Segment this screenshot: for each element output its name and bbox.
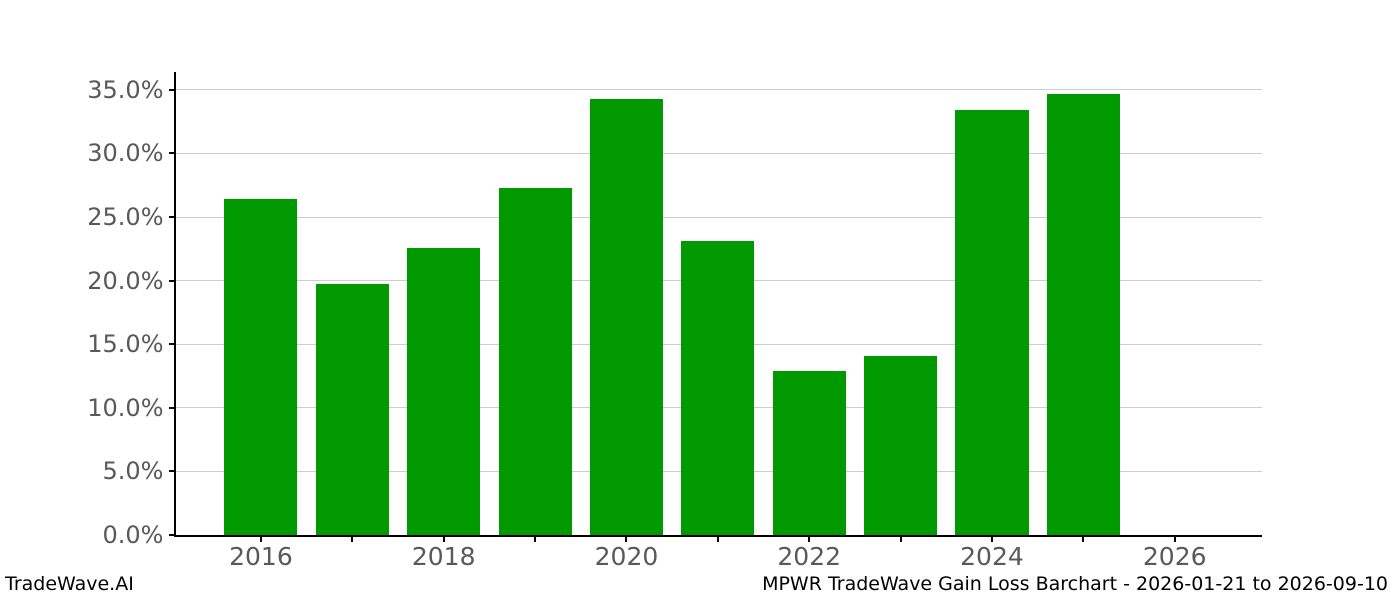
bar-2020 xyxy=(589,98,663,535)
y-tick-mark xyxy=(168,534,176,536)
y-tick-label: 20.0% xyxy=(87,266,164,295)
x-tick-label-2026: 2026 xyxy=(1142,542,1207,571)
y-tick-label: 15.0% xyxy=(87,330,164,359)
x-tick-mark xyxy=(716,536,719,542)
y-tick-mark xyxy=(168,88,176,91)
x-tick-label-2018: 2018 xyxy=(411,542,476,571)
x-tick-label-2022: 2022 xyxy=(777,542,842,571)
y-tick-label: 10.0% xyxy=(87,393,164,422)
bar-2023 xyxy=(864,355,938,535)
y-tick-mark xyxy=(168,470,176,473)
y-tick-label: 5.0% xyxy=(102,457,164,486)
bar-2016 xyxy=(224,199,298,535)
x-axis-spine xyxy=(174,535,1262,537)
x-tick-mark xyxy=(534,536,537,542)
y-tick-label: 35.0% xyxy=(87,75,164,104)
y-gridline xyxy=(175,216,1262,218)
y-tick-mark xyxy=(168,406,176,409)
x-tick-label-2020: 2020 xyxy=(594,542,659,571)
x-tick-mark xyxy=(351,536,354,542)
y-tick-mark xyxy=(168,216,176,218)
y-tick-label: 0.0% xyxy=(102,521,164,549)
brand-label: TradeWave.AI xyxy=(5,573,134,595)
x-tick-mark xyxy=(1082,536,1085,542)
y-tick-label: 25.0% xyxy=(87,203,164,231)
x-tick-label-2024: 2024 xyxy=(960,542,1024,571)
x-tick-mark xyxy=(1173,536,1176,542)
x-tick-mark xyxy=(990,536,993,542)
chart-caption: MPWR TradeWave Gain Loss Barchart - 2026… xyxy=(762,573,1388,595)
bar-2021 xyxy=(681,241,755,535)
y-tick-mark xyxy=(168,152,176,155)
bar-2025 xyxy=(1046,93,1120,535)
bar-2022 xyxy=(772,370,846,535)
bar-2017 xyxy=(315,284,389,535)
x-tick-mark xyxy=(625,536,628,542)
x-tick-mark xyxy=(899,536,902,542)
bar-2018 xyxy=(407,247,481,535)
y-axis-spine xyxy=(174,72,176,537)
x-tick-mark xyxy=(808,536,811,542)
bar-2024 xyxy=(955,110,1029,535)
x-tick-mark xyxy=(442,536,445,542)
bar-2019 xyxy=(498,187,572,535)
y-tick-mark xyxy=(168,343,176,346)
y-tick-label: 30.0% xyxy=(87,139,164,168)
y-tick-mark xyxy=(168,279,176,282)
x-tick-mark xyxy=(259,536,262,542)
y-gridline xyxy=(175,89,1262,91)
x-tick-label-2016: 2016 xyxy=(229,542,293,571)
y-gridline xyxy=(175,152,1262,154)
